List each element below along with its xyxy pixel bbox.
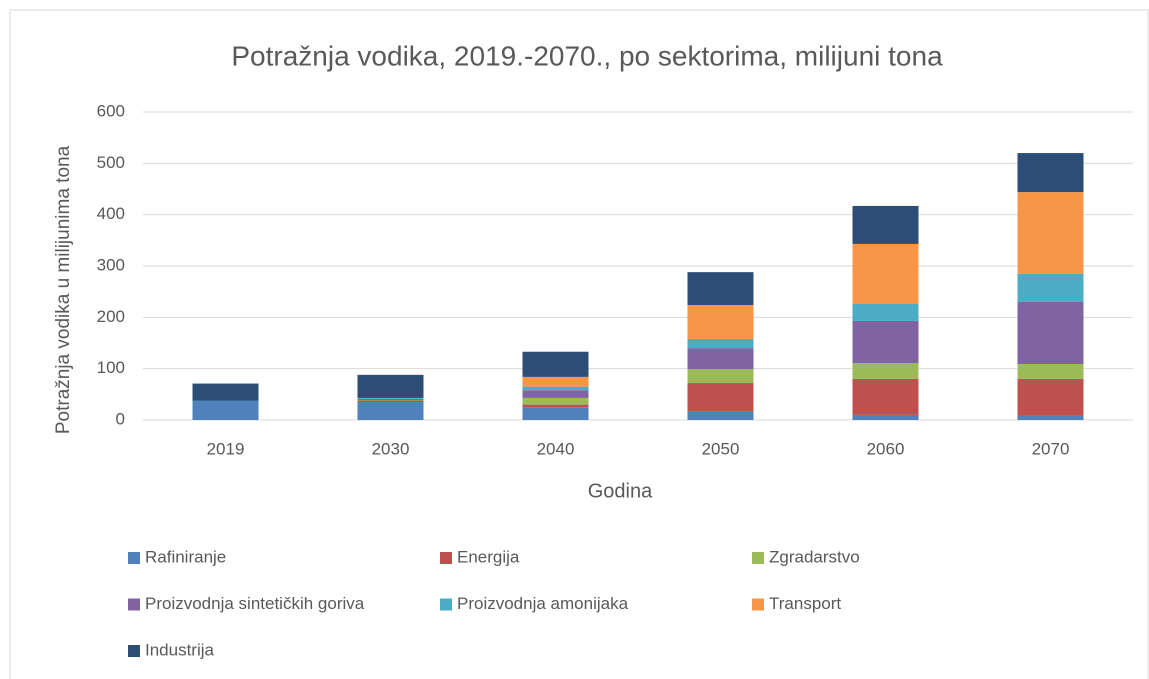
bar-segment	[852, 320, 919, 364]
bar-segment	[852, 205, 919, 244]
bar-segment	[687, 338, 754, 349]
legend-swatch	[440, 552, 452, 564]
bar-segment	[522, 407, 589, 420]
y-tick-label: 100	[97, 358, 125, 377]
y-axis-label: Potražnja vodika u milijunima tona	[53, 145, 74, 434]
bar-segment	[522, 404, 589, 408]
bar-segment	[687, 348, 754, 370]
legend-label: Energija	[457, 547, 520, 566]
bar-segment	[357, 398, 424, 400]
legend-swatch	[128, 598, 140, 611]
legend-label: Rafiniranje	[145, 547, 226, 566]
bar-segment	[852, 303, 919, 321]
y-tick-label: 0	[116, 409, 125, 428]
chart-title: Potražnja vodika, 2019.-2070., po sektor…	[231, 40, 943, 71]
y-tick-label: 300	[97, 255, 125, 274]
y-tick-label: 500	[97, 153, 125, 172]
bar-segment	[357, 399, 424, 401]
bar-segment	[1017, 415, 1084, 420]
legend-swatch	[128, 645, 140, 657]
bar-segment	[1017, 153, 1084, 193]
bar-segment	[852, 243, 919, 304]
bar-segment	[1017, 301, 1084, 365]
bar-segment	[687, 369, 754, 384]
bar-segment	[522, 390, 589, 398]
bar-segment	[192, 400, 259, 420]
x-tick-label: 2060	[867, 439, 905, 458]
bar-segment	[192, 383, 259, 401]
x-tick-label: 2019	[207, 439, 245, 458]
bar-segment	[1017, 192, 1084, 274]
bar-segment	[357, 402, 424, 420]
bar-segment	[357, 397, 424, 399]
bar-segment	[1017, 273, 1084, 302]
legend-swatch	[752, 552, 764, 564]
bar-segment	[852, 378, 919, 415]
legend-label: Proizvodnja sintetičkih goriva	[145, 594, 365, 613]
bar-segment	[1017, 364, 1084, 379]
bar-segment	[852, 414, 919, 420]
legend-label: Transport	[769, 594, 841, 613]
bar-segment	[522, 397, 589, 405]
bar-segment	[687, 272, 754, 306]
x-tick-label: 2050	[702, 439, 740, 458]
bar-segment	[852, 363, 919, 379]
legend-label: Zgradarstvo	[769, 547, 860, 566]
bar-segment	[522, 351, 589, 377]
bar-segment	[687, 305, 754, 339]
legend-label: Proizvodnja amonijaka	[457, 594, 629, 613]
legend-swatch	[440, 598, 452, 611]
legend-swatch	[752, 598, 764, 611]
x-tick-label: 2070	[1032, 439, 1070, 458]
y-tick-label: 400	[97, 204, 125, 223]
legend-swatch	[128, 552, 140, 564]
bar-segment	[687, 383, 754, 412]
chart-frame	[9, 9, 1149, 679]
y-tick-label: 600	[97, 101, 125, 120]
bar-segment	[357, 400, 424, 403]
legend-label: Industrija	[145, 640, 215, 659]
bar-segment	[357, 374, 424, 398]
bar-segment	[522, 376, 589, 387]
bar-segment	[1017, 378, 1084, 416]
bar-segment	[687, 411, 754, 420]
x-tick-label: 2040	[537, 439, 575, 458]
x-axis-label: Godina	[588, 480, 653, 502]
y-tick-label: 200	[97, 307, 125, 326]
x-tick-label: 2030	[372, 439, 410, 458]
bar-segment	[522, 386, 589, 391]
